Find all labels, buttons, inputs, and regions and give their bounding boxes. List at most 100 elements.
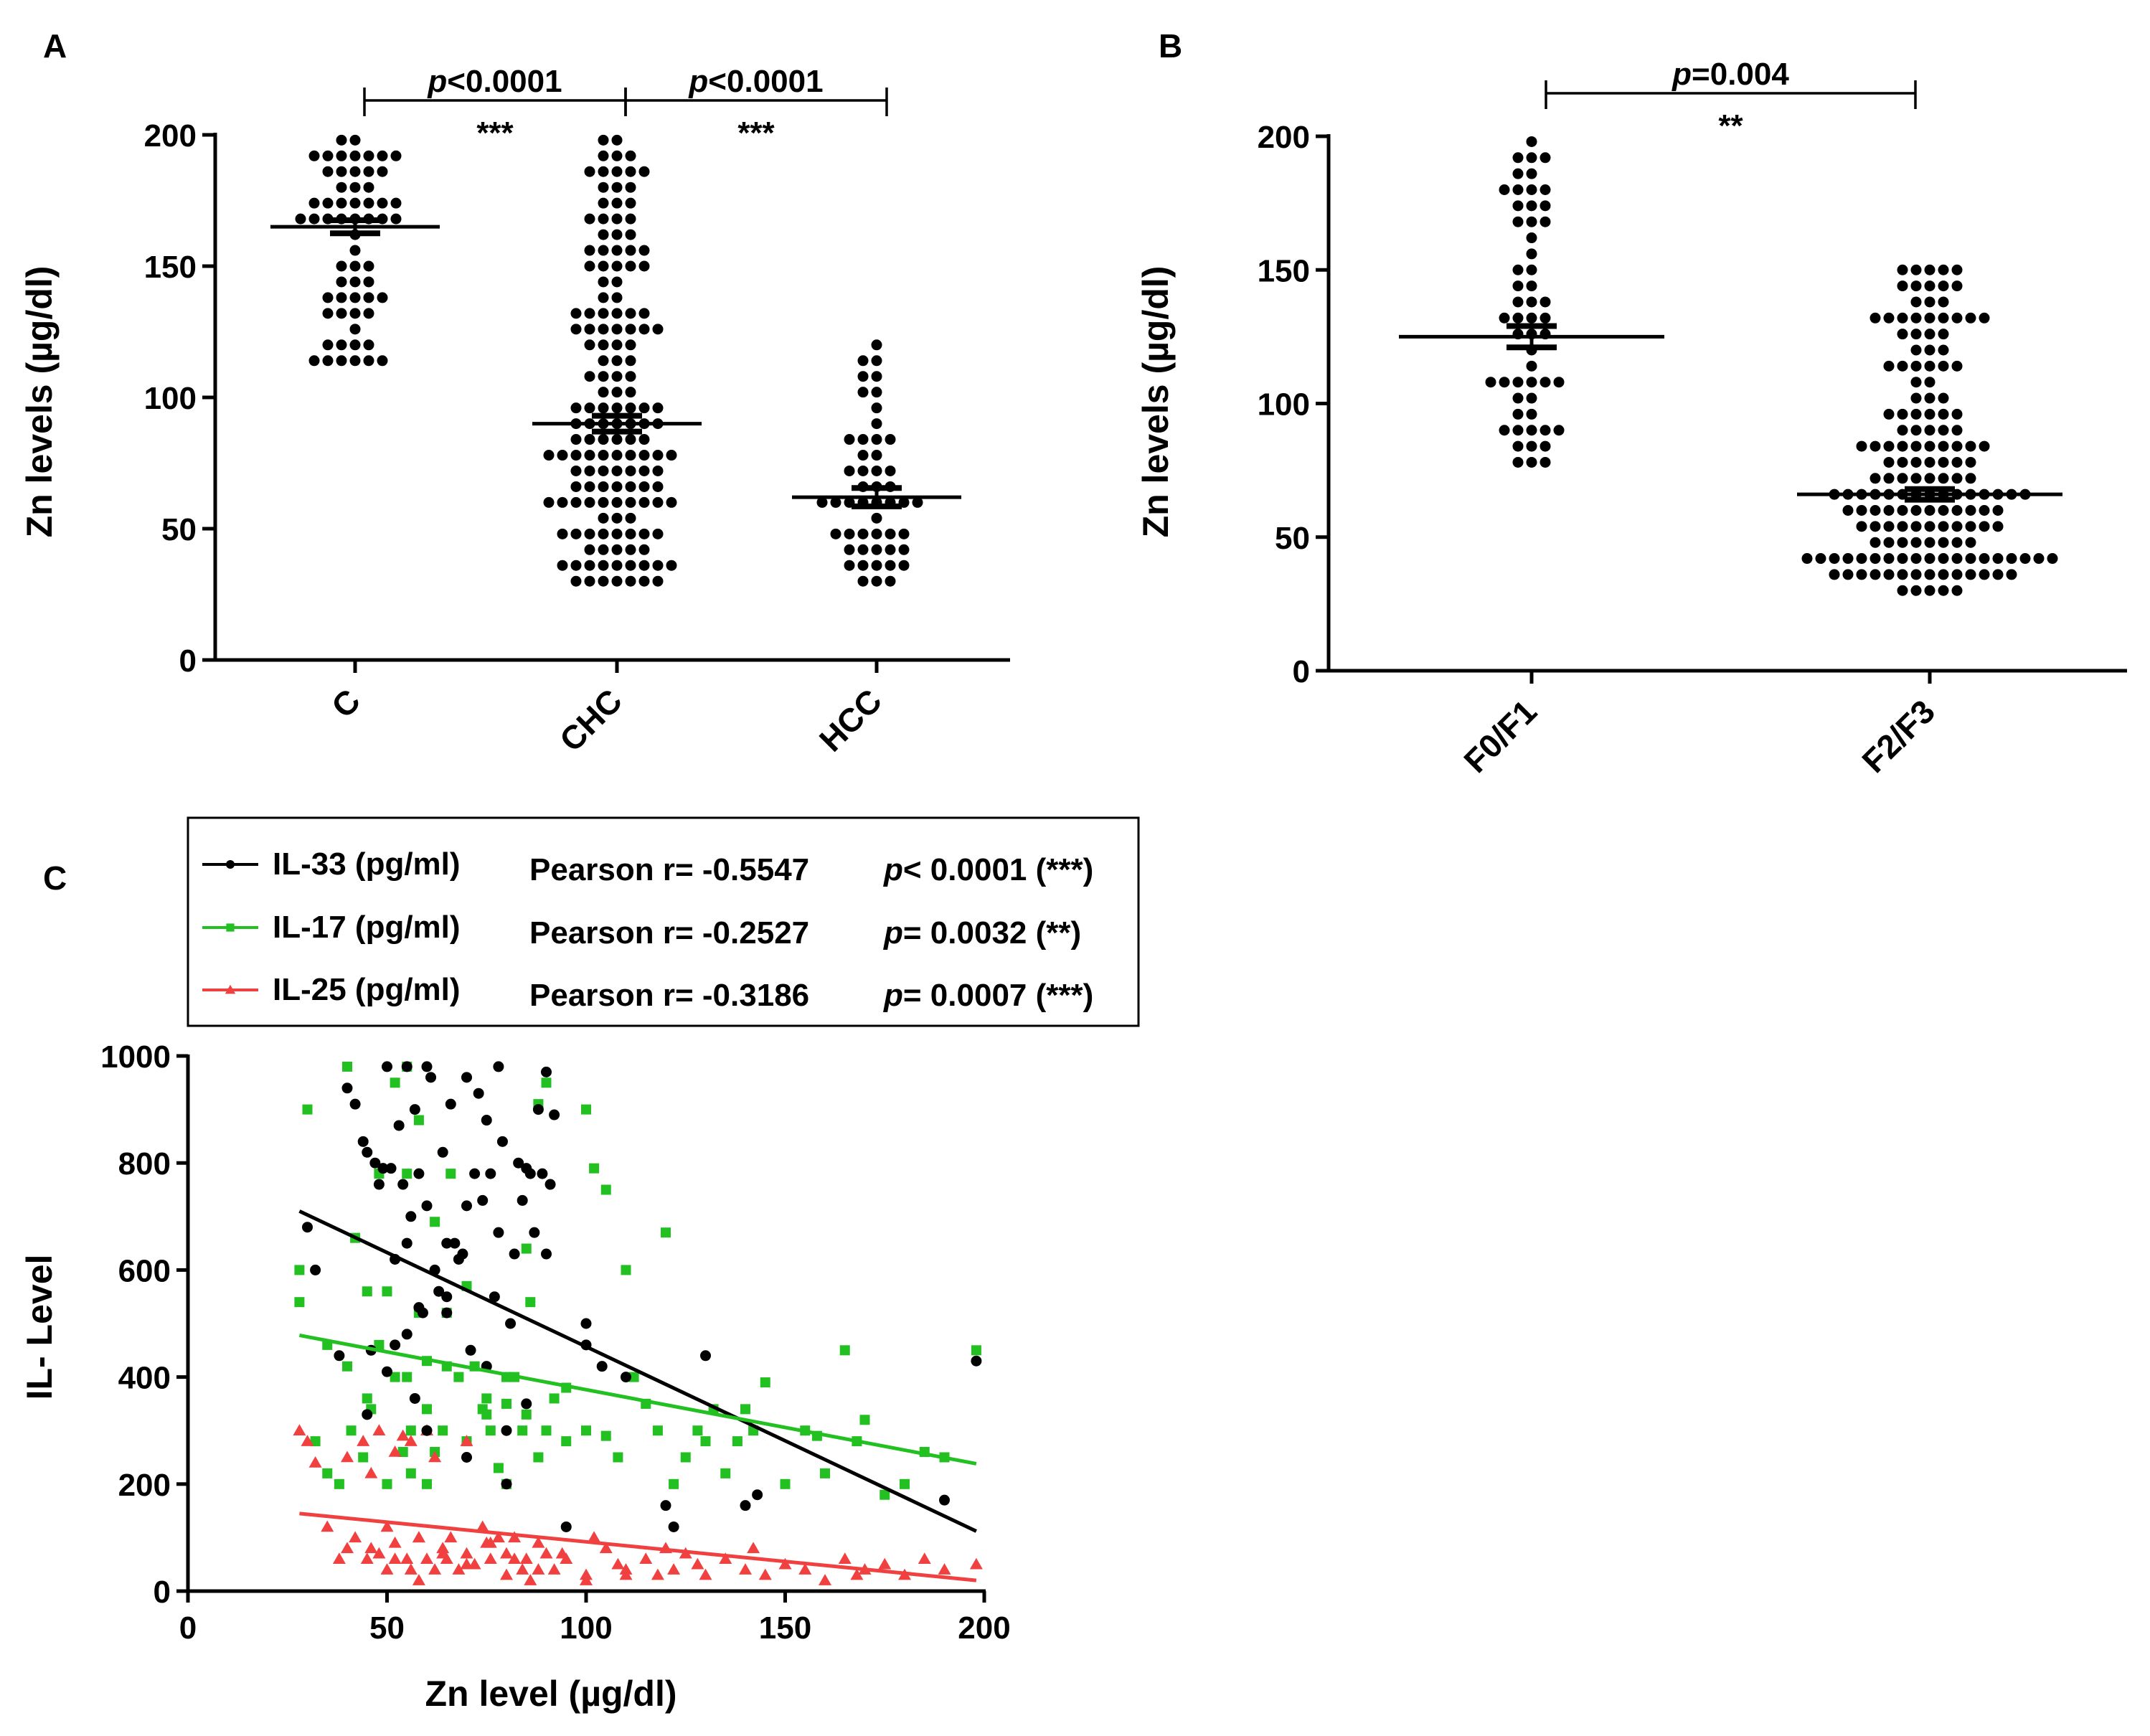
data-point-a	[625, 229, 636, 240]
data-point-a	[336, 166, 347, 177]
data-point-b	[1951, 537, 1963, 548]
data-point-b	[1870, 521, 1881, 532]
data-point-triangle-c	[651, 1568, 664, 1580]
data-point-a	[638, 245, 650, 256]
data-point-a	[652, 560, 664, 571]
data-point-circle-c	[349, 1098, 361, 1110]
data-point-a	[557, 496, 568, 508]
data-point-b	[1526, 168, 1537, 179]
data-point-b	[1924, 473, 1936, 484]
data-point-square-c	[453, 1372, 464, 1382]
data-point-a	[625, 387, 636, 398]
data-point-a	[857, 465, 869, 476]
data-point-circle-c	[541, 1066, 552, 1077]
data-point-b	[1910, 329, 1922, 340]
data-point-a	[857, 544, 869, 555]
data-point-a	[570, 481, 582, 492]
data-point-square-c	[613, 1452, 623, 1463]
data-point-circle-c	[382, 1366, 392, 1377]
data-point-a	[611, 371, 623, 382]
data-point-b	[1938, 473, 1949, 484]
data-point-a	[625, 434, 636, 445]
data-point-a	[363, 308, 374, 319]
data-point-circle-c	[493, 1227, 504, 1238]
data-point-triangle-c	[341, 1542, 354, 1554]
data-point-triangle-c	[491, 1531, 505, 1543]
data-point-a	[377, 150, 388, 161]
data-point-circle-c	[493, 1061, 504, 1072]
data-point-b	[1965, 569, 1976, 580]
panel-label-b: B	[1159, 27, 1182, 65]
data-point-b	[1979, 440, 1990, 452]
data-point-b	[2047, 553, 2058, 565]
data-point-a	[871, 339, 882, 351]
data-point-b	[1856, 553, 1867, 565]
data-point-a	[584, 371, 595, 382]
data-point-square-c	[589, 1163, 600, 1174]
data-point-circle-c	[700, 1350, 711, 1362]
data-point-square-c	[692, 1425, 703, 1436]
data-point-b	[1883, 440, 1895, 452]
data-point-triangle-c	[436, 1547, 450, 1559]
data-point-a	[871, 560, 882, 571]
data-point-triangle-c	[372, 1547, 386, 1559]
data-point-triangle-c	[611, 1557, 625, 1570]
data-point-a	[584, 560, 595, 571]
data-point-a	[611, 387, 623, 398]
data-point-a	[557, 560, 568, 571]
data-point-circle-c	[668, 1521, 679, 1532]
data-point-square-c	[600, 1184, 611, 1195]
data-point-b	[1938, 360, 1949, 372]
data-point-b	[1938, 408, 1949, 420]
data-point-b	[1992, 521, 2004, 532]
data-point-square-c	[362, 1393, 372, 1404]
p-value: =0.004	[1692, 57, 1789, 92]
data-point-a	[638, 260, 650, 272]
data-point-square-c	[302, 1104, 313, 1115]
data-point-a	[638, 481, 650, 492]
data-point-a	[638, 560, 650, 571]
data-point-a	[598, 197, 609, 209]
data-point-b	[1499, 312, 1510, 324]
data-point-b	[1512, 280, 1524, 292]
data-point-b	[1540, 296, 1551, 308]
data-point-a	[611, 245, 623, 256]
data-point-a	[638, 434, 650, 445]
legend-marker-c	[226, 860, 235, 869]
data-point-a	[611, 339, 623, 351]
data-point-b	[1512, 425, 1524, 436]
data-point-square-c	[661, 1227, 671, 1238]
data-point-a	[570, 324, 582, 335]
data-point-b	[1979, 505, 1990, 516]
data-point-a	[349, 292, 361, 303]
data-point-square-c	[700, 1436, 711, 1447]
data-point-b	[1897, 585, 1908, 596]
data-point-triangle-c	[838, 1552, 852, 1564]
data-point-a	[570, 450, 582, 461]
data-point-a	[871, 575, 882, 587]
data-point-b	[1897, 329, 1908, 340]
data-point-triangle-c	[400, 1552, 414, 1564]
data-point-a	[638, 575, 650, 587]
data-point-a	[885, 528, 896, 539]
data-point-a	[857, 371, 869, 382]
data-point-b	[1924, 505, 1936, 516]
p-value: = 0.0032 (**)	[903, 915, 1081, 950]
data-point-b	[1829, 553, 1840, 565]
data-point-b	[1979, 553, 1990, 565]
x-tick-label-c: 0	[179, 1610, 197, 1646]
data-point-a	[871, 387, 882, 398]
data-point-circle-c	[437, 1146, 448, 1158]
p-value: <0.0001	[708, 64, 823, 99]
data-point-b	[1965, 505, 1976, 516]
data-point-triangle-c	[308, 1456, 322, 1468]
data-point-b	[1856, 505, 1867, 516]
data-point-b	[1924, 360, 1936, 372]
data-point-b	[1485, 377, 1496, 388]
data-point-triangle-c	[452, 1563, 466, 1575]
p-symbol: p	[883, 852, 903, 887]
data-point-a	[598, 465, 609, 476]
data-point-circle-c	[461, 1200, 472, 1212]
data-point-a	[598, 371, 609, 382]
